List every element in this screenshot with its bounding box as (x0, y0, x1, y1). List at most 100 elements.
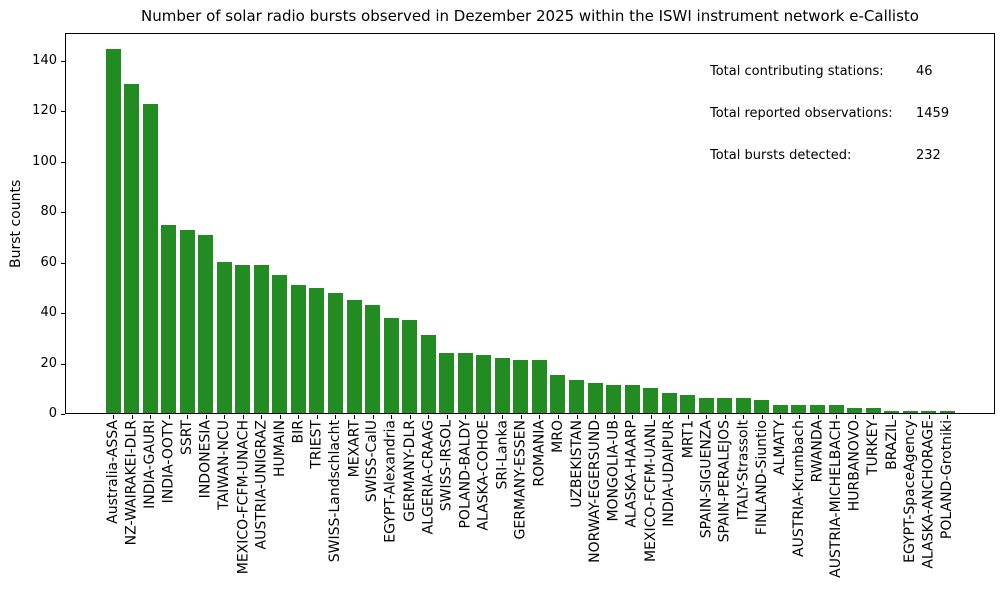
bar-ALASKA-COHOE (476, 355, 492, 413)
bar-RWANDA (810, 405, 826, 413)
y-tick-label: 0 (48, 406, 57, 421)
x-tick-mark (410, 415, 411, 419)
stats-annotation-row: Total contributing stations: 46 (710, 64, 970, 79)
y-tick-mark (61, 162, 65, 163)
x-tick-mark (150, 415, 151, 419)
stats-annotation-value: 232 (916, 148, 941, 163)
x-tick-label: BIR (290, 420, 307, 444)
x-tick-label: ALASKA-COHOE (475, 420, 492, 531)
bar-SPAIN-PERALEJOS (717, 397, 733, 413)
bar-ROMANIA (531, 360, 547, 413)
x-tick-label: RWANDA (809, 420, 826, 483)
y-tick-label: 100 (32, 154, 57, 169)
x-tick-mark (428, 415, 429, 419)
bar-MEXICO-FCFM-UANL (643, 387, 659, 413)
bar-AUSTRIA-Krumbach (791, 405, 807, 413)
x-tick-label: AUSTRIA-MICHELBACH (828, 420, 845, 578)
x-tick-mark (502, 415, 503, 419)
bar-TAIWAN-NCU (216, 262, 232, 413)
x-tick-mark (224, 415, 225, 419)
x-tick-label: ALGERIA-CRAAG (420, 420, 437, 535)
stats-annotation: Total contributing stations: 46 Total repo… (710, 64, 970, 190)
y-tick-label: 60 (40, 255, 57, 270)
x-tick-label: AUSTRIA-Krumbach (790, 420, 807, 557)
x-tick-mark (132, 415, 133, 419)
bar-SWISS-CalU (365, 305, 381, 413)
x-tick-label: POLAND-BALDY (457, 420, 474, 529)
y-tick-label: 80 (40, 204, 57, 219)
bar-Australia-ASSA (105, 49, 121, 413)
x-tick-mark (354, 415, 355, 419)
bar-SSRT (179, 229, 195, 413)
bar-BRAZIL (884, 410, 900, 413)
x-tick-label: GERMANY-DLR (401, 420, 418, 522)
x-tick-mark (725, 415, 726, 419)
x-tick-label: ALASKA-HAARP (624, 420, 641, 528)
y-tick-mark (61, 212, 65, 213)
bar-POLAND-BALDY (457, 352, 473, 413)
stats-annotation-row: Total reported observations: 1459 (710, 106, 970, 121)
bar-ALMATY (772, 405, 788, 413)
x-tick-label: MEXICO-FCFM-UNACH (234, 420, 251, 575)
x-tick-mark (743, 415, 744, 419)
bar-MEXART (346, 300, 362, 413)
bar-EGYPT-Alexandria (383, 317, 399, 413)
bar-TURKEY (865, 407, 881, 413)
bar-ALASKA-ANCHORAGE (921, 410, 937, 413)
y-tick-label: 120 (32, 103, 57, 118)
x-tick-mark (651, 415, 652, 419)
bar-TRIEST (309, 287, 325, 413)
x-tick-label: FINLAND-Siuntio (753, 420, 770, 536)
x-tick-label: INDIA-OOTY (160, 420, 177, 504)
y-tick-mark (61, 111, 65, 112)
x-tick-label: SWISS-CalU (364, 420, 381, 503)
y-tick-mark (61, 263, 65, 264)
x-tick-label: SPAIN-SIGUENZA (698, 420, 715, 539)
x-tick-mark (113, 415, 114, 419)
y-tick-label: 40 (40, 305, 57, 320)
bar-ALGERIA-CRAAG (420, 335, 436, 413)
stats-annotation-label: Total contributing stations: (710, 64, 884, 79)
plot-area (65, 33, 995, 414)
x-tick-mark (261, 415, 262, 419)
y-tick-mark (61, 61, 65, 62)
bar-MONGOLIA-UB (606, 385, 622, 413)
x-tick-mark (317, 415, 318, 419)
y-tick-mark (61, 313, 65, 314)
bar-FINLAND-Siuntio (754, 400, 770, 413)
x-tick-mark (521, 415, 522, 419)
x-tick-mark (595, 415, 596, 419)
x-tick-mark (447, 415, 448, 419)
x-tick-mark (818, 415, 819, 419)
bar-UZBEKISTAN (569, 380, 584, 413)
x-tick-mark (169, 415, 170, 419)
x-tick-label: TURKEY (865, 420, 882, 476)
chart-title: Number of solar radio bursts observed in… (141, 7, 919, 25)
x-tick-label: TRIEST (308, 420, 325, 469)
x-tick-mark (706, 415, 707, 419)
bar-SWISS-Landschlacht (327, 292, 343, 413)
bar-HUMAIN (272, 274, 288, 413)
x-tick-label: EGYPT-SpaceAgency (902, 420, 919, 563)
bar-GERMANY-ESSEN (513, 360, 529, 413)
x-tick-mark (539, 415, 540, 419)
x-tick-label: MEXART (346, 420, 363, 478)
x-tick-mark (577, 415, 578, 419)
y-tick-label: 20 (40, 356, 57, 371)
bar-MRT1 (680, 395, 696, 413)
bar-INDONESIA (198, 234, 214, 413)
x-tick-label: SSRT (179, 420, 196, 456)
x-tick-label: SRI-Lanka (494, 420, 511, 490)
bar-INDIA-UDAIPUR (661, 392, 677, 413)
x-tick-label: UZBEKISTAN (568, 420, 585, 508)
x-tick-label: NZ-WAIRAKEI-DLR (123, 420, 140, 546)
x-tick-mark (243, 415, 244, 419)
stats-annotation-value: 46 (916, 64, 933, 79)
x-tick-label: INDONESIA (197, 420, 214, 499)
bar-GERMANY-DLR (402, 320, 418, 413)
bar-EGYPT-SpaceAgency (902, 410, 918, 413)
x-tick-mark (799, 415, 800, 419)
x-tick-mark (484, 415, 485, 419)
bar-SWISS-IRSOL (439, 352, 455, 413)
